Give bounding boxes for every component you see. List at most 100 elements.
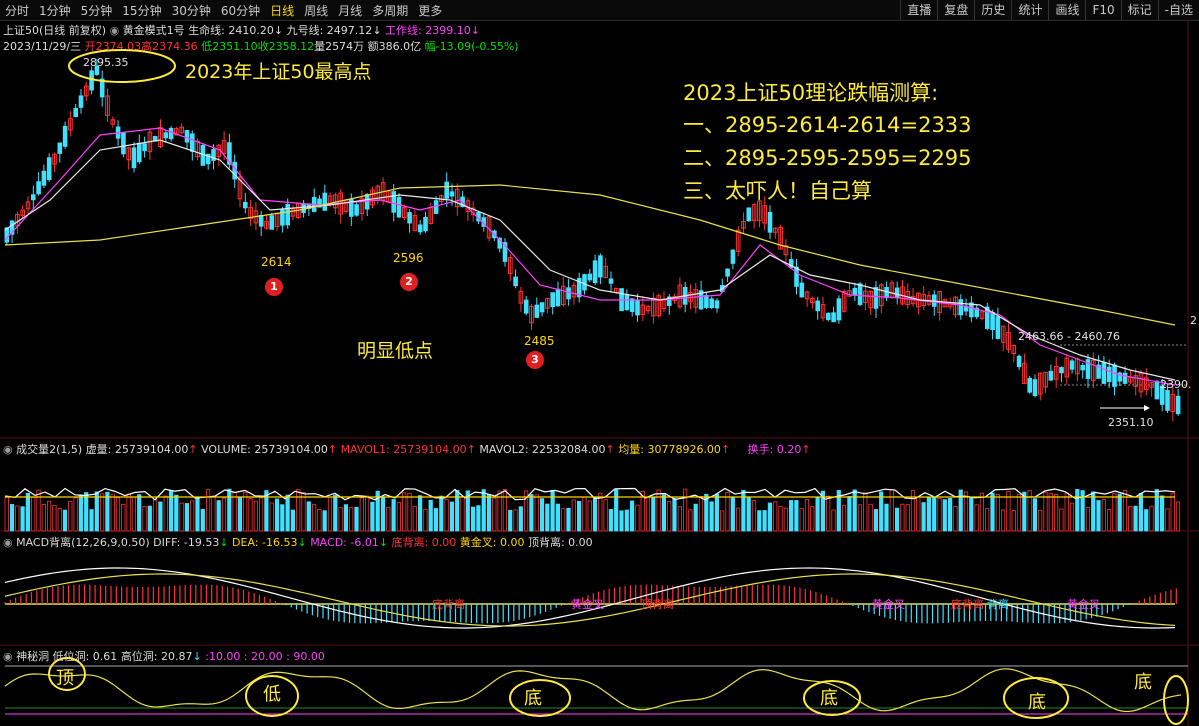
candle-body: [99, 78, 105, 98]
candle-body: [783, 245, 789, 256]
candle-body: [836, 298, 842, 321]
candle-body: [1048, 370, 1054, 381]
symbol-title[interactable]: 上证50(日线 前复权): [3, 24, 107, 37]
volume-bar: [783, 507, 788, 532]
candle-body: [317, 198, 322, 208]
candle-body: [561, 285, 566, 306]
candle-body: [788, 259, 794, 268]
tab-timeframe[interactable]: 分时: [5, 3, 30, 18]
candle-body: [184, 130, 190, 143]
volume-bar: [417, 495, 423, 532]
tab-timeframe[interactable]: 日线: [270, 3, 295, 18]
volume-bar: [725, 491, 730, 532]
volume-bar: [571, 499, 576, 532]
tab-timeframe[interactable]: 60分钟: [220, 3, 261, 18]
toolbar-button[interactable]: 历史: [974, 0, 1011, 20]
volume-bar: [508, 509, 513, 532]
toolbar-button[interactable]: 标记: [1120, 0, 1158, 20]
volume-value: 量2574万: [314, 40, 365, 53]
volume-pane-header: ◉ 成交量2(1,5) 虚量: 25739104.00↑ VOLUME: 257…: [3, 443, 811, 456]
candle-body: [767, 211, 773, 233]
toolbar-button[interactable]: 复盘: [937, 0, 974, 20]
volume-bar: [592, 496, 598, 532]
tab-timeframe[interactable]: 30分钟: [171, 3, 211, 18]
volume-bar: [645, 497, 651, 532]
volume-bar: [767, 502, 773, 532]
volume-bar: [958, 489, 963, 532]
candle-body: [359, 197, 365, 214]
volume-bar: [651, 496, 656, 532]
macd-label-1: 底背离: [432, 598, 465, 611]
candle-body: [211, 149, 216, 161]
volume-bar: [497, 490, 502, 532]
tab-timeframe[interactable]: 15分钟: [122, 3, 162, 18]
volume-bar: [921, 502, 926, 532]
peak-note: 2023年上证50最高点: [185, 61, 372, 83]
macd-pane-title[interactable]: MACD背离(12,26,9,0.50): [16, 536, 150, 549]
candle-body: [73, 107, 79, 117]
volume-bar: [582, 496, 587, 532]
candle-body: [243, 201, 248, 209]
volume-bar: [630, 500, 635, 532]
candle-body: [1101, 362, 1107, 384]
volume-bar: [751, 500, 757, 532]
volume-bar: [979, 492, 985, 532]
volume-bar: [502, 489, 508, 532]
dea-value: DEA: -16.53: [232, 536, 298, 549]
candle-body: [757, 200, 762, 222]
volume-bar: [529, 494, 534, 532]
volume-bar: [683, 488, 688, 532]
candle-body: [1032, 379, 1038, 397]
tab-timeframe[interactable]: 多周期: [372, 3, 409, 18]
tab-timeframe[interactable]: 周线: [304, 3, 329, 18]
tab-timeframe[interactable]: 月线: [338, 3, 363, 18]
toolbar-button[interactable]: 直播: [900, 0, 937, 20]
candle-body: [1159, 385, 1165, 405]
toolbar-button[interactable]: F10: [1085, 0, 1120, 20]
volume-bar: [1175, 501, 1181, 532]
candle-body: [1043, 371, 1048, 388]
tab-timeframe[interactable]: 1分钟: [39, 3, 71, 18]
tab-timeframe[interactable]: 更多: [418, 3, 443, 18]
candle-body: [227, 142, 232, 165]
mystery-pane-title[interactable]: 神秘洞: [16, 650, 50, 663]
candle-body: [1175, 395, 1181, 415]
volume-bar: [640, 490, 645, 532]
volume-bar: [513, 509, 518, 532]
candle-body: [1059, 367, 1064, 374]
volume-pane-title[interactable]: 成交量2(1,5): [16, 443, 83, 456]
low-1-value: 2614: [261, 255, 292, 269]
toolbar-button[interactable]: 画线: [1048, 0, 1085, 20]
candle-body: [25, 201, 31, 210]
candle-body: [280, 208, 285, 226]
mark-bottom-1: 底: [524, 688, 542, 709]
volume-bar: [1128, 505, 1133, 532]
volume-bar: [730, 496, 735, 532]
toolbar-button[interactable]: -自选: [1157, 0, 1199, 20]
volume-bar: [714, 493, 720, 532]
volume-bar: [1038, 509, 1043, 532]
pane-dot-icon: ◉: [3, 443, 13, 456]
high-hole-value: 高位洞: 20.87: [120, 650, 193, 663]
volume-bar: [995, 494, 1000, 532]
tab-timeframe[interactable]: 5分钟: [80, 3, 113, 18]
toolbar-button[interactable]: 统计: [1011, 0, 1048, 20]
candle-body: [354, 204, 359, 216]
dingbeili-value: 顶背离: 0.00: [527, 536, 593, 549]
volume-bar: [184, 503, 189, 532]
candle-body: [582, 274, 587, 291]
volume-bar: [396, 502, 402, 532]
volume-bar: [900, 503, 905, 532]
volume-bar: [948, 498, 953, 532]
volume-bar: [380, 496, 386, 532]
candle-body: [698, 290, 704, 310]
mystery-pane-header: ◉ 神秘洞 低位洞: 0.61 高位洞: 20.87↓ :10.00 : 20.…: [3, 650, 325, 663]
candle-body: [735, 229, 741, 252]
candle-body: [1000, 325, 1006, 343]
indicator-name[interactable]: 黄金模式1号: [122, 24, 185, 37]
volume-bar: [518, 506, 523, 532]
candle-body: [290, 208, 296, 217]
volume-bar: [661, 494, 667, 532]
huangjincha-value: 黄金叉: 0.00: [459, 536, 525, 549]
